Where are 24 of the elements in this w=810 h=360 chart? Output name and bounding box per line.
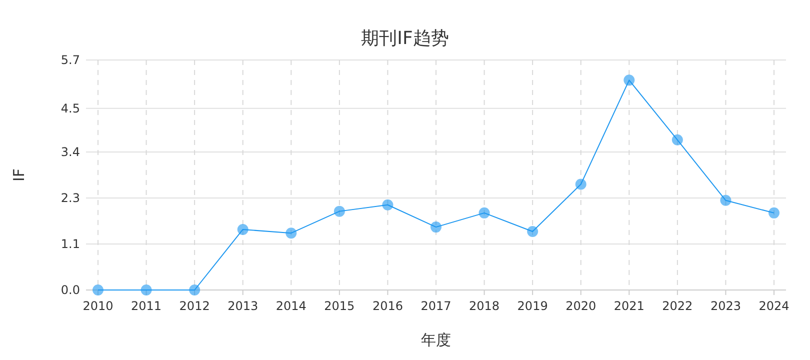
chart-title: 期刊IF趋势 <box>361 28 449 49</box>
x-tick-label: 2019 <box>517 299 548 313</box>
y-tick-label: 1.1 <box>60 237 80 251</box>
x-tick-label: 2024 <box>758 299 790 313</box>
x-tick-label: 2016 <box>372 299 403 313</box>
y-tick-label: 3.4 <box>60 145 80 159</box>
x-tick-label: 2011 <box>131 299 162 313</box>
y-tick-label: 5.7 <box>60 53 80 67</box>
y-tick-label: 0.0 <box>60 283 80 297</box>
x-tick-label: 2018 <box>469 299 500 313</box>
x-tick-label: 2023 <box>710 299 741 313</box>
x-tick-label: 2017 <box>420 299 452 313</box>
x-tick-label: 2020 <box>566 299 596 313</box>
y-tick-label: 2.3 <box>60 191 80 205</box>
x-tick-label: 2014 <box>276 299 306 313</box>
x-axis-title: 年度 <box>421 331 451 349</box>
x-tick-label: 2015 <box>324 299 355 313</box>
x-tick-label: 2013 <box>228 299 258 313</box>
y-tick-label: 4.5 <box>60 101 80 116</box>
x-tick-label: 2021 <box>614 299 644 313</box>
x-tick-label: 2012 <box>179 299 210 313</box>
y-axis-title: IF <box>10 168 28 182</box>
x-tick-label: 2010 <box>82 299 114 313</box>
x-tick-label: 2022 <box>662 299 693 313</box>
